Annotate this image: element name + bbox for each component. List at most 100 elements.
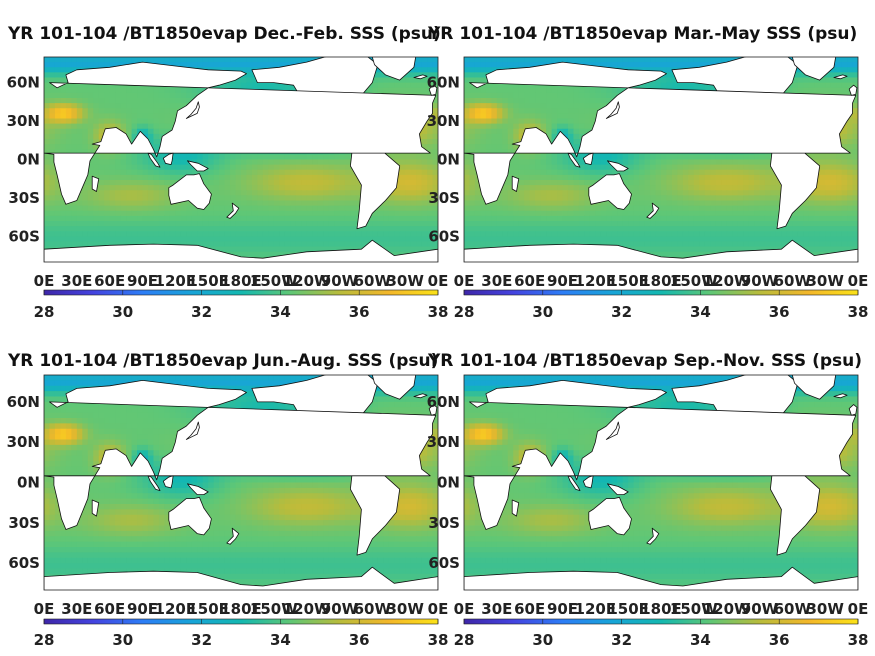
salinity-cell: [137, 92, 144, 99]
salinity-cell: [513, 169, 520, 176]
salinity-cell: [279, 215, 286, 222]
salinity-cell: [748, 159, 755, 166]
salinity-cell: [142, 180, 149, 186]
salinity-cell: [633, 180, 640, 186]
salinity-cell: [830, 67, 837, 73]
salinity-cell: [841, 195, 848, 202]
salinity-cell: [219, 195, 226, 202]
salinity-cell: [693, 195, 700, 202]
salinity-cell: [524, 118, 531, 125]
salinity-cell: [93, 62, 100, 68]
salinity-cell: [153, 92, 160, 99]
salinity-cell: [557, 159, 564, 166]
salinity-cell: [295, 241, 302, 248]
salinity-cell: [573, 113, 580, 120]
salinity-cell: [54, 205, 62, 212]
salinity-cell: [578, 195, 585, 202]
salinity-cell: [147, 159, 155, 166]
salinity-cell: [836, 62, 843, 68]
salinity-cell: [410, 236, 417, 243]
salinity-cell: [852, 185, 858, 191]
salinity-cell: [628, 180, 635, 186]
salinity-cell: [246, 169, 253, 176]
salinity-cell: [164, 174, 171, 181]
salinity-cell: [644, 185, 651, 191]
salinity-cell: [710, 154, 717, 161]
salinity-cell: [841, 164, 848, 171]
salinity-cell: [202, 236, 209, 243]
salinity-cell: [688, 190, 695, 196]
salinity-cell: [825, 82, 832, 89]
salinity-cell: [65, 149, 72, 155]
salinity-cell: [578, 180, 585, 186]
salinity-cell: [721, 174, 728, 181]
salinity-cell: [743, 190, 750, 196]
salinity-cell: [137, 159, 144, 166]
salinity-cell: [98, 231, 105, 237]
salinity-cell: [306, 185, 313, 191]
salinity-cell: [847, 128, 854, 135]
salinity-cell: [49, 221, 56, 227]
salinity-cell: [339, 241, 346, 248]
salinity-cell: [416, 195, 423, 202]
salinity-cell: [666, 77, 673, 84]
salinity-cell: [175, 200, 182, 207]
salinity-cell: [622, 62, 629, 68]
salinity-cell: [279, 246, 286, 253]
salinity-cell: [416, 169, 423, 176]
salinity-cell: [699, 82, 706, 89]
salinity-cell: [480, 82, 487, 89]
salinity-cell: [126, 118, 133, 125]
salinity-cell: [573, 174, 580, 181]
salinity-cell: [257, 62, 264, 68]
salinity-cell: [208, 159, 215, 166]
salinity-cell: [82, 210, 89, 217]
salinity-cell: [49, 154, 56, 161]
salinity-cell: [219, 210, 226, 217]
salinity-cell: [759, 190, 766, 196]
salinity-cell: [60, 108, 67, 114]
salinity-cell: [54, 113, 62, 120]
salinity-cell: [469, 62, 476, 68]
salinity-cell: [557, 169, 564, 176]
salinity-cell: [502, 82, 509, 89]
salinity-cell: [164, 113, 171, 120]
salinity-cell: [323, 159, 330, 166]
salinity-cell: [830, 72, 837, 79]
salinity-cell: [841, 190, 848, 196]
salinity-cell: [480, 72, 487, 79]
salinity-cell: [197, 236, 204, 243]
salinity-cell: [76, 210, 83, 217]
salinity-cell: [76, 57, 83, 63]
salinity-cell: [76, 133, 83, 140]
salinity-cell: [518, 123, 525, 130]
salinity-cell: [710, 159, 717, 166]
salinity-cell: [82, 205, 89, 212]
salinity-cell: [485, 118, 492, 125]
salinity-cell: [427, 169, 434, 176]
salinity-cell: [421, 67, 428, 73]
salinity-cell: [65, 123, 72, 130]
salinity-cell: [606, 200, 613, 207]
salinity-cell: [344, 215, 352, 222]
salinity-cell: [290, 241, 297, 248]
salinity-cell: [518, 113, 525, 120]
salinity-cell: [164, 164, 171, 171]
salinity-cell: [334, 174, 341, 181]
salinity-cell: [671, 185, 679, 191]
salinity-cell: [485, 128, 492, 135]
salinity-cell: [693, 200, 700, 207]
salinity-cell: [383, 215, 390, 222]
salinity-cell: [257, 82, 264, 89]
salinity-cell: [44, 77, 51, 84]
salinity-cell: [410, 87, 417, 94]
salinity-cell: [126, 164, 133, 171]
salinity-cell: [191, 215, 198, 222]
salinity-cell: [104, 200, 111, 207]
salinity-cell: [109, 180, 116, 186]
salinity-cell: [180, 98, 187, 104]
salinity-cell: [268, 200, 275, 207]
salinity-cell: [339, 169, 346, 176]
salinity-cell: [213, 185, 220, 191]
salinity-cell: [852, 169, 858, 176]
